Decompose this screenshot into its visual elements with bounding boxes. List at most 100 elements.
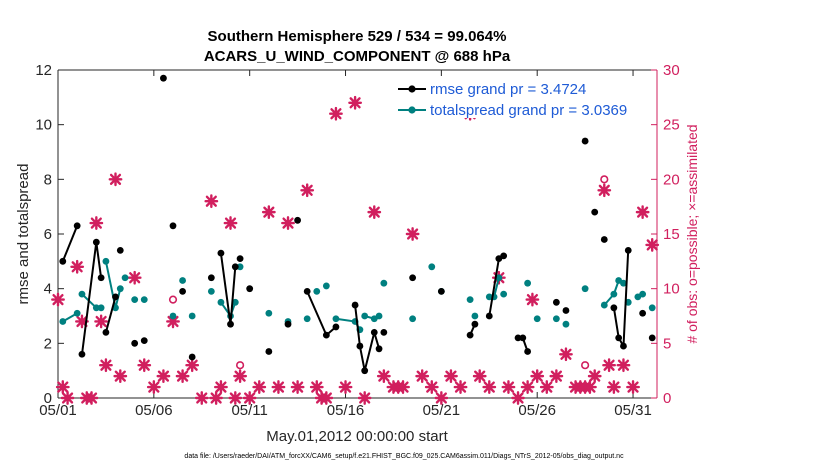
totalspread-point bbox=[648, 304, 656, 312]
obs-assimilated-marker bbox=[424, 380, 439, 394]
totalspread-point bbox=[524, 279, 532, 287]
obs-assimilated-marker bbox=[60, 391, 75, 405]
rmse-point bbox=[562, 307, 570, 314]
totalspread-point bbox=[140, 296, 148, 303]
y-tick-label: 4 bbox=[44, 281, 52, 298]
obs-assimilated-marker bbox=[89, 216, 104, 230]
obs-assimilated-marker bbox=[434, 391, 449, 405]
totalspread-point bbox=[610, 290, 618, 298]
totalspread-point bbox=[361, 312, 369, 320]
obs-assimilated-marker bbox=[472, 369, 487, 384]
rmse-point bbox=[246, 285, 254, 293]
totalspread-point bbox=[231, 298, 239, 306]
obs-assimilated-marker bbox=[261, 205, 276, 220]
obs-assimilated-marker bbox=[396, 380, 410, 394]
totalspread-point bbox=[303, 315, 311, 323]
rmse-point bbox=[188, 353, 196, 361]
rmse-point bbox=[265, 348, 273, 355]
totalspread-point bbox=[500, 290, 508, 298]
obs-assimilated-marker bbox=[530, 369, 545, 384]
legend-spread-label: totalspread grand pr = 3.0369 bbox=[430, 102, 627, 119]
obs-assimilated-marker bbox=[559, 347, 573, 362]
rmse-point bbox=[97, 274, 105, 282]
obs-assimilated-marker bbox=[51, 292, 65, 307]
obs-assimilated-marker bbox=[525, 292, 540, 307]
rmse-point bbox=[351, 301, 359, 309]
data-file-footer: data file: /Users/raeder/DAI/ATM_forcXX/… bbox=[184, 453, 624, 460]
obs-assimilated-marker bbox=[626, 380, 640, 394]
obs-assimilated-marker bbox=[146, 380, 161, 394]
obs-assimilated-marker bbox=[501, 380, 516, 394]
rmse-point bbox=[227, 320, 234, 328]
rmse-point bbox=[409, 274, 417, 282]
rmse-point bbox=[294, 216, 301, 224]
obs-assimilated-marker bbox=[444, 369, 458, 384]
obs-assimilated-marker bbox=[156, 369, 171, 384]
obs-assimilated-marker bbox=[94, 314, 109, 329]
obs-assimilated-marker bbox=[194, 391, 209, 405]
rmse-point bbox=[231, 263, 239, 271]
obs-possible-marker bbox=[168, 295, 178, 304]
rmse-line-segment bbox=[612, 250, 630, 350]
rmse-point bbox=[591, 208, 599, 216]
totalspread-point bbox=[121, 274, 129, 282]
rmse-point bbox=[437, 288, 445, 295]
obs-assimilated-marker bbox=[511, 391, 525, 405]
rmse-point bbox=[620, 342, 627, 350]
obs-assimilated-marker bbox=[597, 183, 612, 198]
obs-assimilated-marker bbox=[635, 205, 650, 220]
obs-assimilated-marker bbox=[70, 259, 85, 274]
obs-possible-marker bbox=[235, 361, 245, 370]
obs-assimilated-marker bbox=[376, 369, 391, 384]
obs-assimilated-marker bbox=[185, 358, 200, 373]
rmse-point bbox=[217, 249, 225, 257]
rmse-point bbox=[102, 329, 110, 336]
totalspread-point bbox=[313, 288, 321, 295]
obs-assimilated-marker bbox=[329, 106, 343, 121]
totalspread-point bbox=[78, 290, 86, 298]
totalspread-point bbox=[207, 288, 215, 295]
obs-assimilated-marker bbox=[99, 358, 113, 373]
y-right-tick-label: 30 bbox=[663, 62, 680, 79]
obs-assimilated-marker bbox=[290, 380, 305, 394]
y-right-tick-label: 20 bbox=[663, 171, 680, 188]
obs-assimilated-marker bbox=[214, 380, 228, 394]
obs-assimilated-marker bbox=[127, 270, 142, 285]
y-right-tick-label: 10 bbox=[663, 281, 680, 298]
legend-spread-marker bbox=[408, 106, 416, 114]
y-tick-label: 8 bbox=[44, 171, 52, 188]
totalspread-point bbox=[375, 312, 383, 320]
totalspread-point bbox=[188, 312, 196, 320]
totalspread-point bbox=[179, 277, 186, 284]
obs-assimilated-marker bbox=[539, 380, 554, 394]
obs-assimilated-marker bbox=[453, 380, 468, 394]
obs-assimilated-marker bbox=[319, 391, 334, 405]
x-axis-label: May.01,2012 00:00:00 start bbox=[266, 428, 448, 445]
y-tick-label: 12 bbox=[35, 62, 52, 79]
obs-assimilated-marker bbox=[113, 369, 128, 384]
obs-assimilated-marker bbox=[645, 238, 660, 252]
totalspread-point bbox=[600, 301, 608, 309]
totalspread-point bbox=[332, 315, 340, 323]
rmse-series bbox=[59, 74, 656, 375]
rmse-point bbox=[485, 312, 493, 320]
plot-area bbox=[58, 70, 657, 398]
totalspread-point bbox=[265, 309, 273, 317]
totalspread-point bbox=[217, 298, 225, 306]
chart-title: Southern Hemisphere 529 / 534 = 99.064% bbox=[208, 28, 507, 45]
rmse-line-segment bbox=[104, 296, 117, 333]
obs-assimilated-marker bbox=[209, 391, 224, 405]
rmse-point bbox=[370, 329, 378, 336]
plot-axes: 0 2 4 6 8 10 12 0 5 10 15 20 25 30 05/01 05/06 05/11 05/1… bbox=[35, 62, 679, 419]
rmse-point bbox=[610, 304, 618, 312]
y-tick-label: 2 bbox=[44, 335, 52, 352]
rmse-line-segment bbox=[61, 225, 79, 262]
rmse-point bbox=[140, 337, 148, 344]
rmse-point bbox=[552, 298, 560, 306]
totalspread-point bbox=[533, 315, 541, 323]
y-right-tick-label: 25 bbox=[663, 117, 680, 134]
totalspread-point bbox=[562, 320, 570, 328]
x-tick-label: 05/06 bbox=[135, 402, 173, 419]
obs-assimilated-marker bbox=[338, 380, 353, 394]
